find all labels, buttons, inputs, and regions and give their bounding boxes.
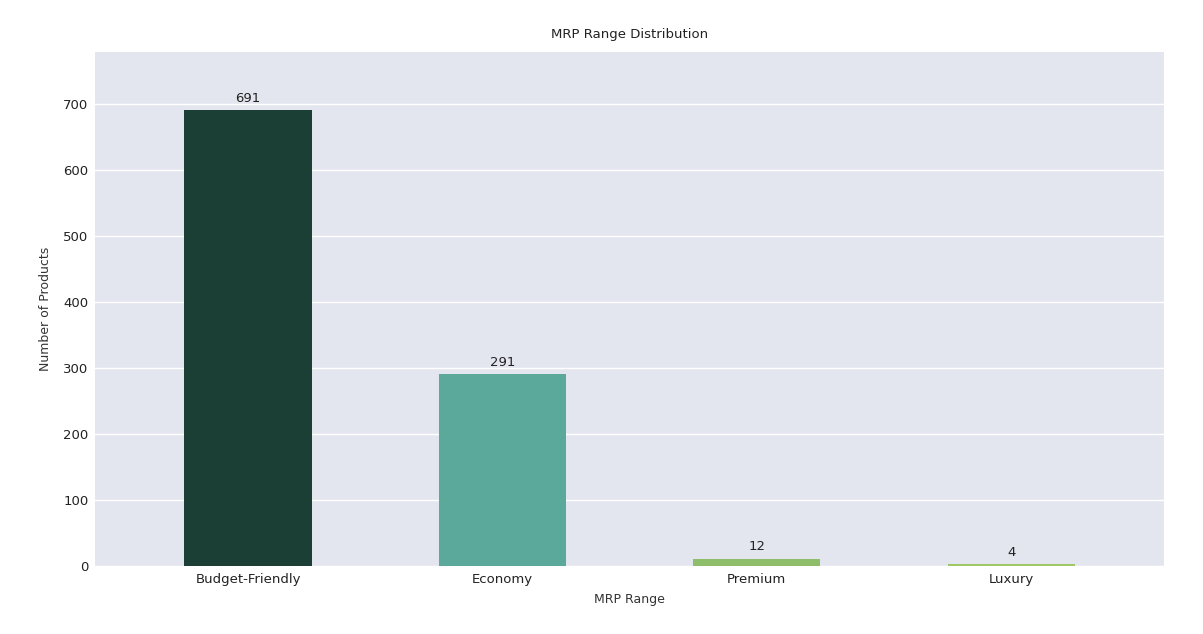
Text: 12: 12 <box>748 540 765 553</box>
Text: 4: 4 <box>1007 545 1015 559</box>
Bar <box>439 374 567 566</box>
Bar <box>693 559 820 566</box>
X-axis label: MRP Range: MRP Range <box>594 593 665 606</box>
Title: MRP Range Distribution: MRP Range Distribution <box>551 28 709 41</box>
Bar <box>948 564 1075 566</box>
Bar <box>184 110 312 566</box>
Text: 291: 291 <box>490 356 515 369</box>
Text: 691: 691 <box>236 92 261 105</box>
Y-axis label: Number of Products: Number of Products <box>38 247 52 371</box>
